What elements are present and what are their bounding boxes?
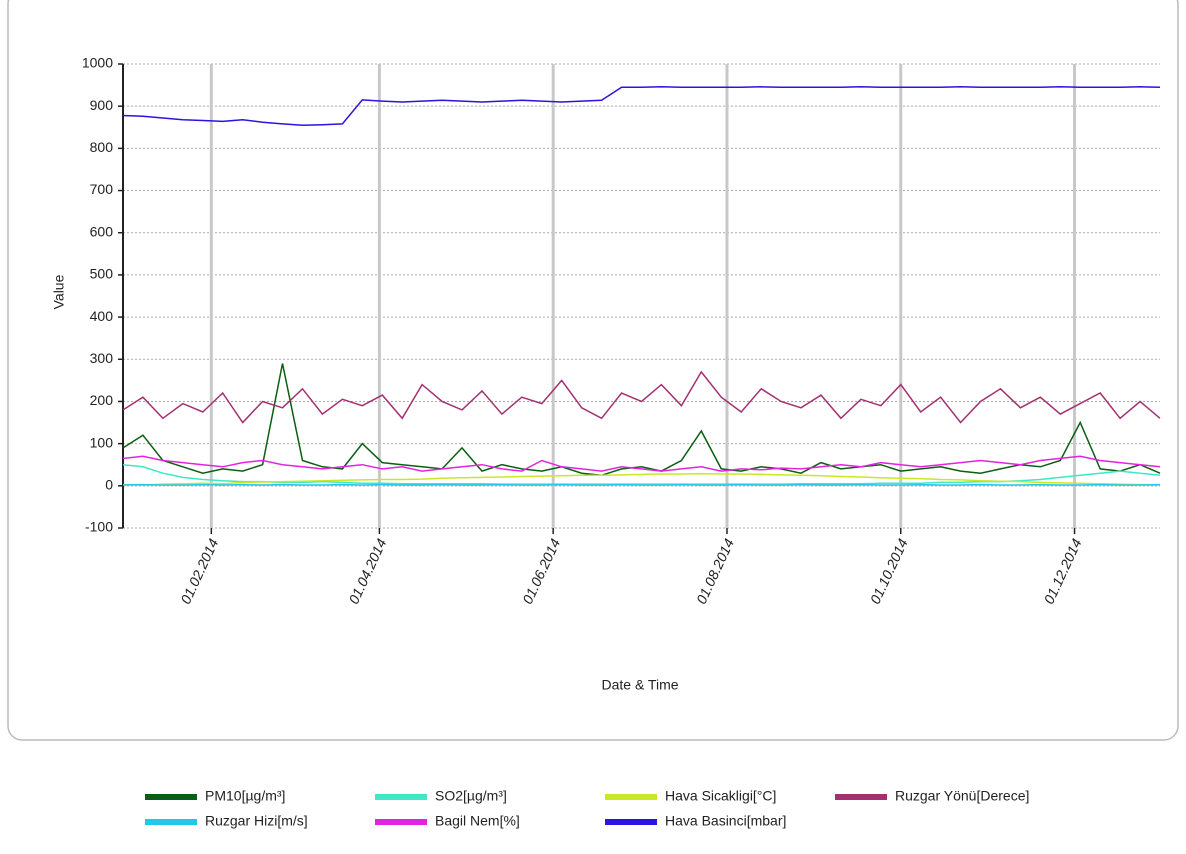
legend-swatch bbox=[375, 819, 427, 825]
legend-swatch bbox=[605, 794, 657, 800]
y-tick-label: 500 bbox=[90, 266, 114, 282]
legend-label: Ruzgar Hizi[m/s] bbox=[205, 813, 308, 829]
legend-swatch bbox=[835, 794, 887, 800]
series-line bbox=[122, 370, 1161, 424]
y-tick-label: 0 bbox=[105, 477, 113, 493]
y-tick-label: 100 bbox=[90, 434, 114, 450]
series-line bbox=[122, 455, 1161, 472]
y-tick-label: -100 bbox=[85, 519, 113, 535]
legend-label: PM10[µg/m³] bbox=[205, 788, 285, 804]
legend-swatch bbox=[145, 819, 197, 825]
y-tick-label: 300 bbox=[90, 350, 114, 366]
y-tick-label: 900 bbox=[90, 97, 114, 113]
legend-label: Bagil Nem[%] bbox=[435, 813, 520, 829]
legend-label: Hava Sicakligi[°C] bbox=[665, 788, 776, 804]
y-tick-label: 1000 bbox=[82, 55, 113, 71]
series-line bbox=[122, 86, 1161, 126]
legend-swatch bbox=[375, 794, 427, 800]
series-line bbox=[122, 363, 1161, 477]
series-line bbox=[122, 472, 1160, 486]
legend-swatch bbox=[145, 794, 197, 800]
y-tick-label: 800 bbox=[90, 139, 114, 155]
legend-label: SO2[µg/m³] bbox=[435, 788, 507, 804]
y-axis-label: Value bbox=[51, 274, 67, 309]
y-tick-label: 700 bbox=[90, 181, 114, 197]
x-axis-label: Date & Time bbox=[601, 677, 678, 693]
y-tick-label: 600 bbox=[90, 223, 114, 239]
legend-swatch bbox=[605, 819, 657, 825]
y-tick-label: 200 bbox=[90, 392, 114, 408]
chart-panel bbox=[7, 0, 1179, 741]
y-tick-label: 400 bbox=[90, 308, 114, 324]
legend-label: Ruzgar Yönü[Derece] bbox=[895, 788, 1029, 804]
legend-label: Hava Basinci[mbar] bbox=[665, 813, 786, 829]
